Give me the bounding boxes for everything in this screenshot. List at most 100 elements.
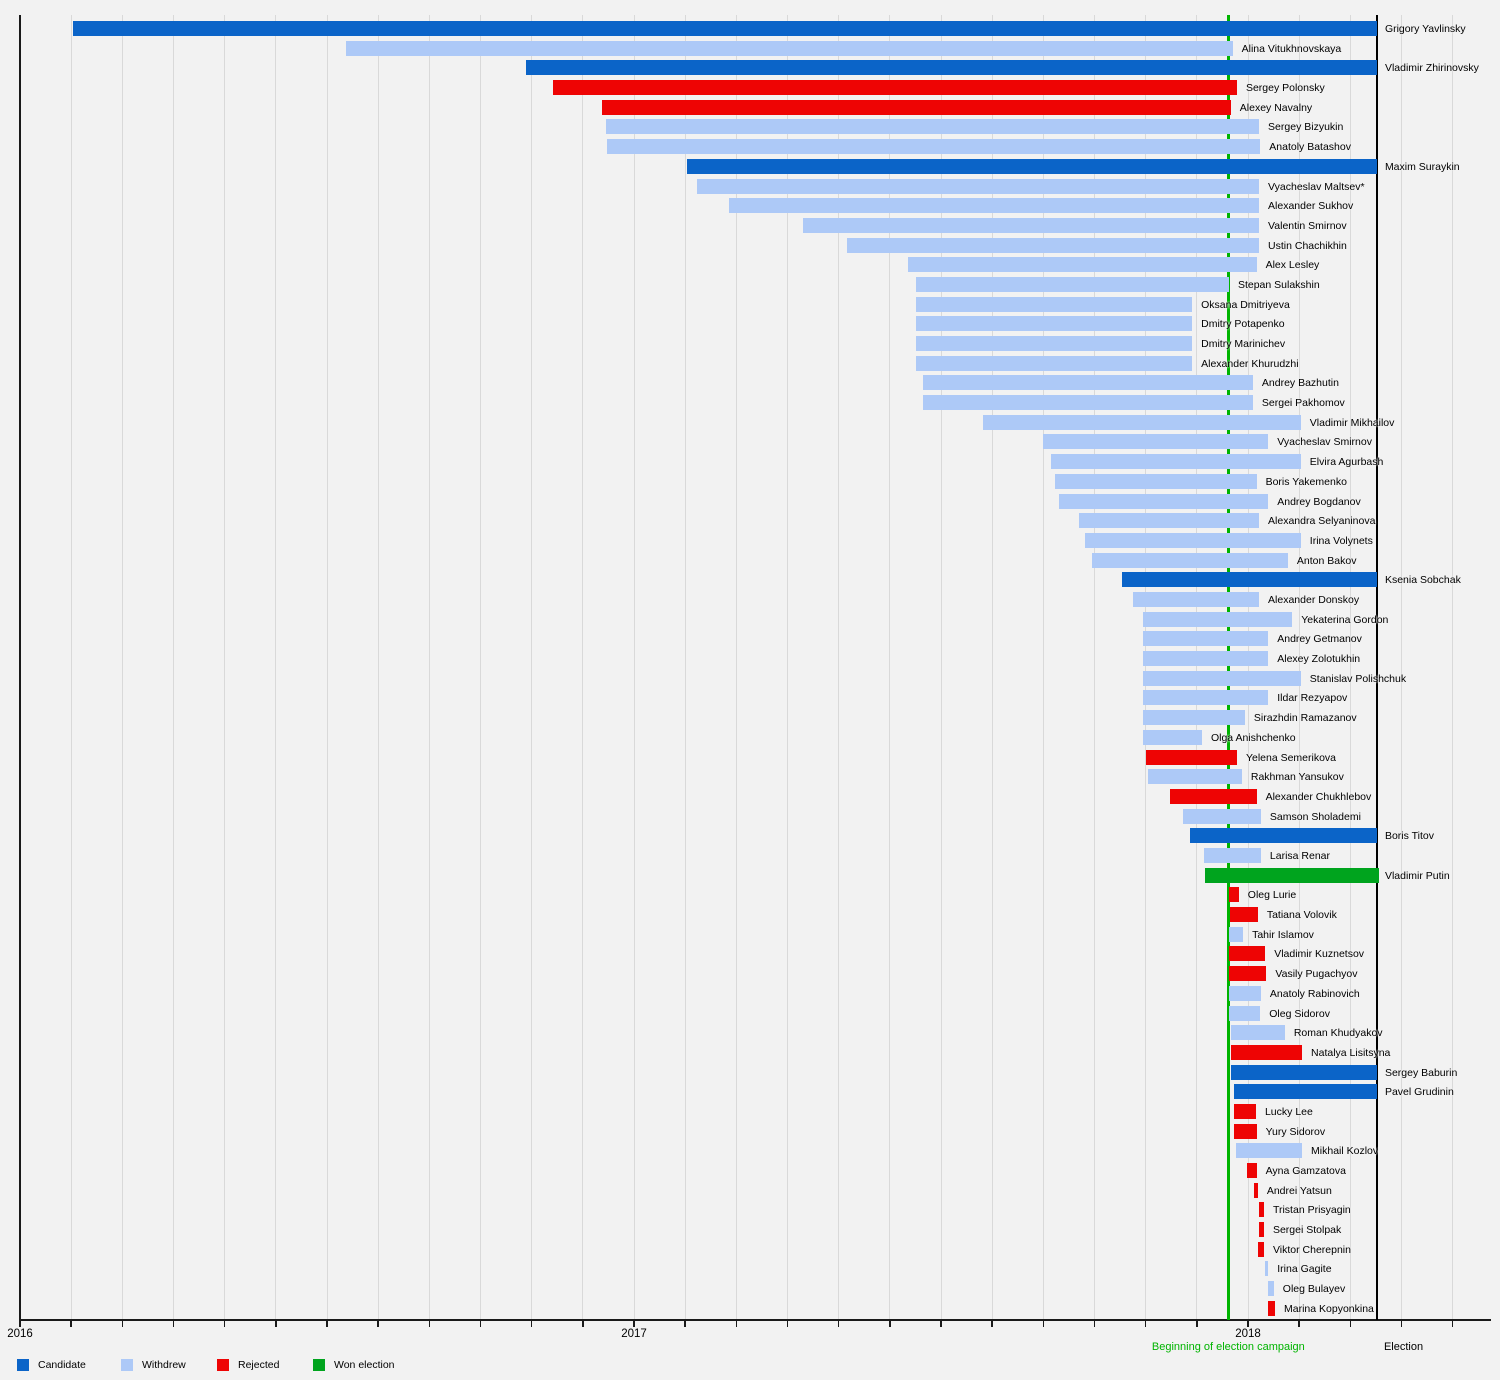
gridline xyxy=(121,15,123,1320)
timeline-bar xyxy=(907,257,1257,273)
timeline-bar xyxy=(1259,1222,1264,1238)
gridline xyxy=(1401,15,1402,1320)
timeline-bar xyxy=(1143,670,1301,686)
candidate-name-label: Alexey Navalny xyxy=(1239,101,1313,114)
gridline xyxy=(224,15,226,1320)
legend-label-withdrew: Withdrew xyxy=(142,1359,186,1371)
candidate-name-label: Alina Vitukhnovskaya xyxy=(1241,42,1342,55)
legend-item-won: Won election xyxy=(313,1358,395,1372)
gridline xyxy=(582,15,584,1320)
candidate-name-label: Sergei Stolpak xyxy=(1272,1224,1342,1237)
axis-tick xyxy=(633,1321,635,1327)
timeline-bar xyxy=(525,60,1377,76)
axis-tick xyxy=(582,1321,584,1327)
gridline xyxy=(377,15,379,1320)
timeline-bar xyxy=(802,217,1260,233)
candidate-name-label: Pavel Grudinin xyxy=(1384,1086,1454,1099)
gridline xyxy=(991,15,993,1320)
candidate-name-label: Sergei Pakhomov xyxy=(1261,397,1345,410)
election-annotation-label: Election xyxy=(1383,1341,1424,1353)
axis-tick xyxy=(19,1321,21,1327)
timeline-bar xyxy=(605,119,1260,135)
gridline xyxy=(531,15,533,1320)
gridline xyxy=(1145,15,1147,1320)
gridline xyxy=(1298,15,1300,1320)
candidate-name-label: Irina Gagite xyxy=(1277,1263,1332,1276)
gridline xyxy=(735,15,737,1320)
timeline-bar xyxy=(1042,434,1269,450)
axis-tick xyxy=(735,1321,738,1327)
candidate-name-label: Ksenia Sobchak xyxy=(1384,574,1461,587)
axis-tick xyxy=(1247,1321,1249,1327)
candidate-name-label: Dmitry Potapenko xyxy=(1201,318,1285,331)
timeline-bar xyxy=(1228,1005,1261,1021)
candidate-name-label: Alexey Zolotukhin xyxy=(1277,653,1361,666)
withdrew-color-swatch xyxy=(121,1359,133,1371)
axis-tick xyxy=(1349,1321,1352,1327)
gridline xyxy=(1452,15,1454,1320)
timeline-bar xyxy=(1143,631,1269,647)
campaign-start-line xyxy=(1226,15,1230,1320)
candidate-name-label: Vladimir Zhirinovsky xyxy=(1384,62,1479,75)
axis-tick xyxy=(889,1321,891,1327)
timeline-bar xyxy=(1228,966,1267,982)
candidate-name-label: Vladimir Putin xyxy=(1384,869,1450,882)
axis-tick xyxy=(428,1321,431,1327)
timeline-bar xyxy=(915,336,1193,352)
gridline xyxy=(70,15,72,1320)
timeline-bar xyxy=(1230,1025,1285,1041)
timeline-bar xyxy=(1233,1103,1256,1119)
candidate-name-label: Sirazhdin Ramazanov xyxy=(1253,712,1357,725)
timeline-bar xyxy=(1229,907,1258,923)
candidate-name-label: Ayna Gamzatova xyxy=(1265,1165,1346,1178)
axis-tick xyxy=(479,1321,482,1327)
gridline xyxy=(173,15,174,1320)
timeline-bar xyxy=(982,414,1301,430)
timeline-bar xyxy=(915,276,1229,292)
axis-tick xyxy=(1451,1321,1454,1327)
x-axis-line xyxy=(19,1319,1491,1321)
candidate-name-label: Alexander Sukhov xyxy=(1268,200,1354,213)
gridline xyxy=(1349,15,1351,1320)
legend-label-rejected: Rejected xyxy=(238,1359,280,1371)
axis-tick xyxy=(837,1321,840,1327)
timeline-bar xyxy=(1143,611,1293,627)
candidate-name-label: Roman Khudyakov xyxy=(1293,1027,1383,1040)
timeline-bar xyxy=(606,139,1261,155)
candidate-name-label: Andrei Yatsun xyxy=(1266,1184,1332,1197)
candidate-name-label: Irina Volynets xyxy=(1309,534,1373,547)
gridline xyxy=(684,15,686,1320)
timeline-bar xyxy=(1143,710,1245,726)
candidate-name-label: Dmitry Marinichev xyxy=(1201,338,1286,351)
axis-tick xyxy=(1144,1321,1147,1327)
gridline xyxy=(633,15,635,1320)
timeline-bar xyxy=(1246,1163,1257,1179)
candidate-name-label: Yekaterina Gordon xyxy=(1301,613,1389,626)
candidate-name-label: Alexander Donskoy xyxy=(1268,594,1360,606)
candidate-name-label: Tristan Prisyagin xyxy=(1272,1204,1351,1217)
gridline xyxy=(275,15,277,1320)
timeline-bar xyxy=(697,178,1260,194)
timeline-bar xyxy=(602,99,1231,115)
legend-label-candidate: Candidate xyxy=(38,1359,86,1371)
axis-tick xyxy=(1093,1321,1096,1327)
gridline xyxy=(428,15,430,1320)
candidate-name-label: Sergey Bizyukin xyxy=(1268,121,1344,134)
candidate-name-label: Vladimir Kuznetsov xyxy=(1274,948,1365,961)
gridline xyxy=(838,15,840,1320)
timeline-bar xyxy=(1182,808,1261,824)
timeline-bar xyxy=(923,395,1253,411)
candidate-name-label: Elvira Agurbash xyxy=(1309,456,1384,469)
candidate-name-label: Oksana Dmitriyeva xyxy=(1201,298,1290,311)
candidate-name-label: Vasily Pugachyov xyxy=(1275,968,1358,981)
timeline-bar xyxy=(1122,572,1377,588)
timeline-bar xyxy=(915,355,1193,371)
legend-item-rejected: Rejected xyxy=(217,1358,279,1372)
candidate-name-label: Larisa Renar xyxy=(1269,849,1331,862)
gridline xyxy=(1094,15,1095,1320)
timeline-bar xyxy=(1230,1064,1377,1080)
timeline-bar xyxy=(1146,749,1237,765)
candidate-name-label: Anton Bakov xyxy=(1296,554,1357,567)
axis-tick xyxy=(530,1321,533,1327)
